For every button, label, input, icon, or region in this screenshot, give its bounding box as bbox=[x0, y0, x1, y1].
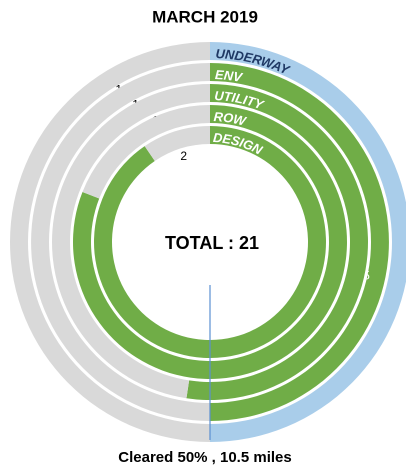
category-label: DESIGN bbox=[213, 130, 266, 158]
rings: UNDERWAY10.510.5ENV10.510.5UTILITY1110RO… bbox=[10, 42, 406, 442]
center-label: TOTAL : 21 bbox=[165, 233, 259, 253]
category-label-path: ENV bbox=[215, 67, 245, 85]
completed-value-label: 19 bbox=[287, 264, 301, 278]
remaining-value-label: 2 bbox=[180, 149, 187, 163]
remaining-arc bbox=[144, 126, 210, 162]
chart-title: MARCH 2019 bbox=[152, 7, 258, 26]
completed-arc bbox=[210, 63, 389, 421]
remaining-arc bbox=[52, 84, 211, 399]
category-label-path: DESIGN bbox=[213, 130, 266, 158]
category-label: ROW bbox=[213, 109, 248, 129]
category-label: ENV bbox=[215, 67, 245, 85]
remaining-arc bbox=[31, 63, 210, 421]
remaining-arc bbox=[82, 105, 210, 199]
category-label-path: ROW bbox=[213, 109, 248, 129]
annotation: Cleared 50% , 10.5 miles bbox=[118, 449, 291, 466]
